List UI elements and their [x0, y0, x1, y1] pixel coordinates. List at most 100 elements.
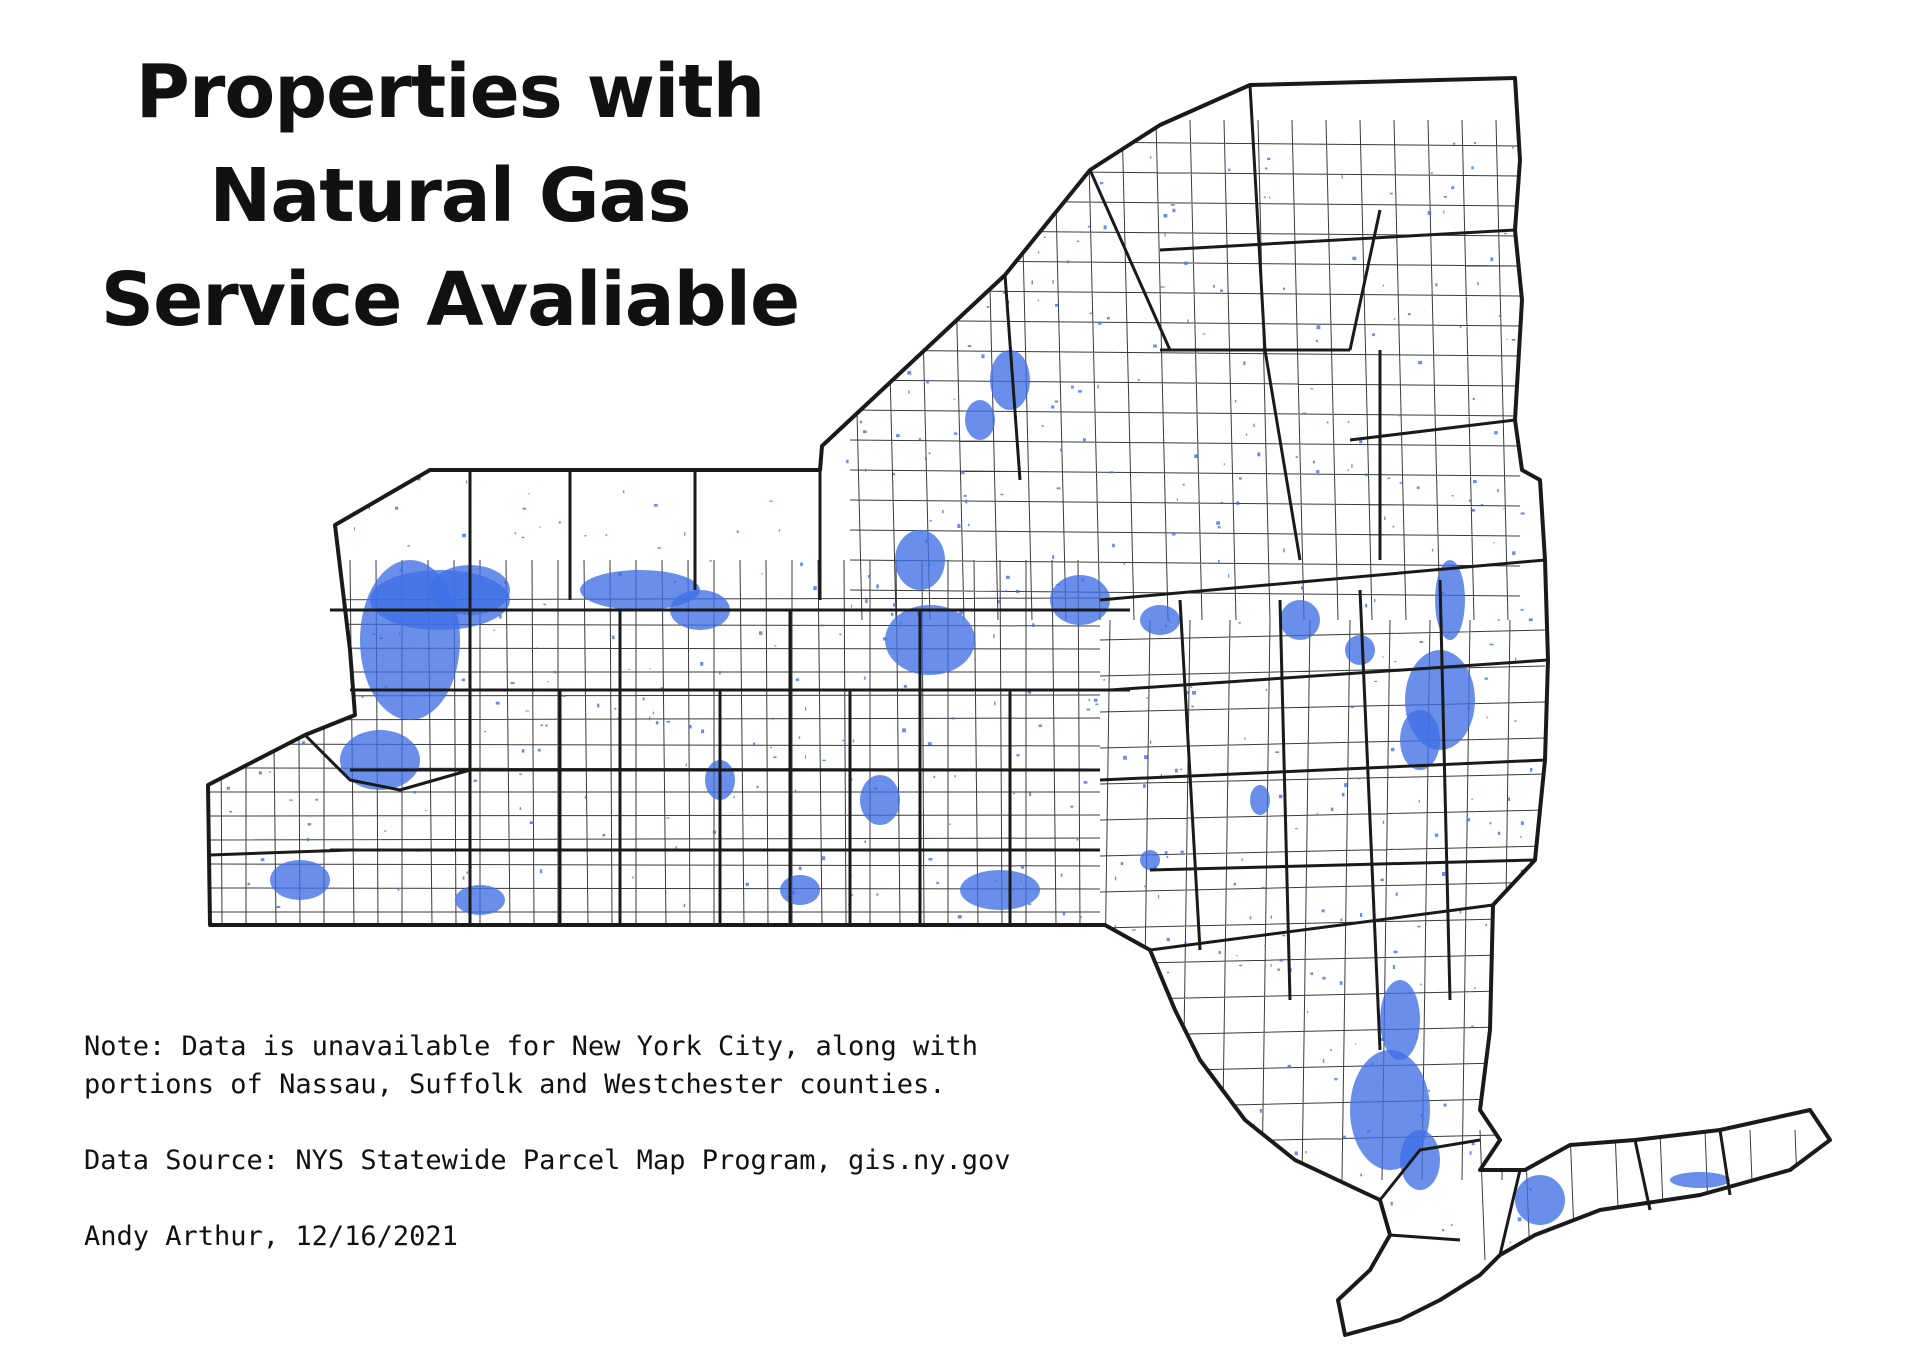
gas-service-speck	[301, 741, 305, 745]
gas-service-speck	[429, 158, 433, 162]
gas-service-speck	[1103, 143, 1105, 147]
gas-service-speck	[1469, 1151, 1472, 1155]
gas-service-speck	[1046, 1250, 1050, 1253]
gas-service-speck	[769, 500, 773, 502]
gas-service-speck	[1282, 934, 1286, 937]
gas-service-speck	[951, 278, 954, 281]
gas-service-speck	[1000, 493, 1004, 496]
gas-service-area	[1400, 710, 1440, 770]
map-notes: Note: Data is unavailable for New York C…	[84, 1028, 1011, 1256]
gas-service-speck	[384, 328, 389, 333]
gas-service-speck	[1080, 916, 1083, 918]
gas-service-speck	[842, 739, 846, 742]
gas-service-speck	[1081, 578, 1085, 582]
gas-service-speck	[1307, 1011, 1309, 1013]
gas-service-speck	[1026, 1173, 1028, 1177]
gas-service-speck	[1144, 755, 1148, 760]
gas-service-speck	[1420, 1114, 1423, 1117]
gas-service-speck	[979, 982, 984, 986]
gas-service-speck	[1364, 473, 1369, 476]
gas-service-speck	[924, 457, 927, 460]
gas-service-speck	[511, 961, 516, 966]
gas-service-speck	[787, 215, 789, 219]
gas-service-speck	[1013, 792, 1015, 795]
gas-service-speck	[1435, 283, 1438, 287]
gas-service-speck	[1519, 377, 1523, 380]
gas-service-speck	[890, 612, 894, 616]
gas-service-speck	[1308, 1242, 1310, 1247]
gas-service-speck	[1278, 794, 1283, 799]
gas-service-speck	[472, 451, 477, 456]
gas-service-speck	[320, 262, 323, 264]
gas-service-speck	[461, 678, 465, 682]
gas-service-speck	[822, 759, 826, 761]
gas-service-speck	[410, 375, 414, 378]
gas-service-speck	[668, 257, 672, 259]
gas-service-speck	[1089, 312, 1093, 315]
gas-service-speck	[953, 398, 956, 400]
gas-service-speck	[1088, 698, 1091, 702]
gas-service-speck	[813, 586, 817, 591]
gas-service-speck	[681, 165, 685, 168]
gas-service-speck	[235, 521, 239, 523]
gas-service-speck	[1113, 1180, 1116, 1185]
gas-service-area	[1280, 600, 1320, 640]
gas-service-speck	[1503, 459, 1505, 462]
gas-service-speck	[1406, 713, 1409, 715]
gas-service-speck	[903, 684, 907, 688]
gas-service-speck	[378, 487, 381, 492]
gas-service-speck	[1228, 168, 1231, 172]
gas-service-speck	[1263, 293, 1265, 294]
gas-service-area	[885, 605, 975, 675]
gas-service-speck	[304, 538, 307, 541]
gas-service-speck	[1161, 629, 1163, 631]
gas-service-speck	[1480, 503, 1484, 507]
gas-service-speck	[529, 415, 532, 418]
gas-service-area	[1380, 980, 1420, 1060]
gas-service-speck	[1172, 208, 1176, 213]
gas-service-area	[1515, 1175, 1565, 1225]
gas-service-speck	[867, 575, 870, 578]
gas-service-speck	[815, 967, 818, 972]
gas-service-speck	[893, 410, 895, 412]
gas-service-speck	[1264, 944, 1266, 947]
gas-service-speck	[759, 631, 763, 635]
gas-service-speck	[330, 470, 334, 473]
gas-service-speck	[492, 933, 494, 935]
gas-service-speck	[675, 846, 677, 849]
gas-service-speck	[1220, 501, 1223, 504]
gas-service-speck	[1172, 532, 1176, 536]
gas-service-speck	[790, 891, 795, 895]
gas-service-speck	[605, 534, 608, 536]
gas-service-speck	[1191, 705, 1194, 708]
gas-service-speck	[933, 273, 937, 276]
gas-service-speck	[1420, 983, 1422, 986]
gas-service-speck	[617, 374, 620, 378]
gas-service-speck	[543, 376, 546, 381]
gas-service-speck	[967, 345, 972, 347]
gas-service-speck	[252, 539, 257, 544]
gas-service-speck	[1322, 976, 1326, 980]
gas-service-speck	[1102, 1195, 1104, 1199]
gas-service-speck	[545, 724, 548, 727]
gas-service-speck	[1524, 150, 1527, 154]
gas-service-speck	[1310, 972, 1313, 975]
gas-service-speck	[371, 386, 374, 389]
gas-service-speck	[584, 795, 587, 799]
gas-service-speck	[1164, 851, 1168, 855]
gas-service-speck	[245, 487, 249, 489]
gas-service-speck	[487, 1001, 491, 1005]
gas-service-speck	[388, 955, 392, 957]
gas-service-speck	[1016, 754, 1020, 757]
gas-service-speck	[1312, 460, 1315, 464]
gas-service-speck	[675, 928, 679, 932]
gas-service-speck	[540, 869, 543, 874]
gas-service-speck	[1451, 186, 1455, 190]
gas-service-speck	[241, 182, 246, 187]
gas-service-speck	[1520, 821, 1524, 825]
gas-service-area	[1050, 575, 1110, 625]
gas-service-speck	[1490, 257, 1493, 262]
gas-service-speck	[1354, 1043, 1357, 1045]
gas-service-speck	[967, 523, 970, 527]
gas-service-speck	[1114, 1200, 1117, 1204]
